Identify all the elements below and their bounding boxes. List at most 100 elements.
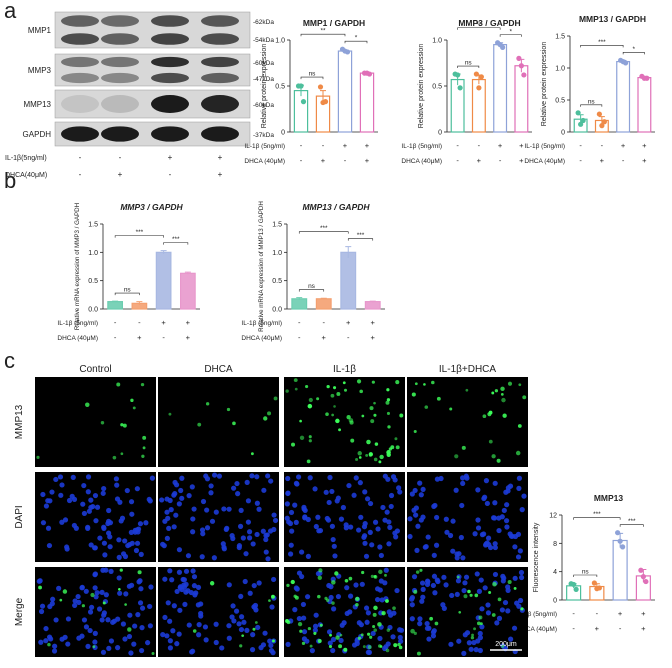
nucleus <box>362 540 368 546</box>
nucleus <box>105 617 111 623</box>
nucleus <box>460 480 466 487</box>
condition-sign: + <box>186 333 191 342</box>
nucleus <box>460 475 466 481</box>
nucleus <box>65 641 71 647</box>
nucleus <box>192 592 198 598</box>
nucleus <box>75 593 81 600</box>
blot-band <box>151 72 189 84</box>
green-signal <box>127 627 132 632</box>
green-signal <box>250 452 254 456</box>
nucleus <box>338 637 344 644</box>
significance-bracket <box>163 242 189 245</box>
nucleus <box>474 571 480 577</box>
green-signal <box>271 594 275 599</box>
nucleus <box>137 600 144 606</box>
nucleus <box>134 486 140 492</box>
nucleus <box>186 622 192 628</box>
nucleus <box>393 534 399 540</box>
nucleus <box>518 569 525 576</box>
nucleus <box>502 599 509 606</box>
nucleus <box>258 645 264 651</box>
condition-sign: - <box>579 156 582 165</box>
data-point <box>298 83 304 89</box>
green-signal <box>454 454 459 459</box>
data-point <box>580 117 586 124</box>
green-signal <box>263 416 268 421</box>
nucleus <box>245 498 252 504</box>
nucleus <box>362 489 368 495</box>
nucleus <box>492 541 498 547</box>
nucleus <box>147 498 153 504</box>
nucleus <box>202 624 209 630</box>
nucleus <box>173 482 180 488</box>
nucleus <box>375 526 381 532</box>
green-signal <box>141 454 145 458</box>
data-point <box>578 121 584 127</box>
green-signal <box>293 594 297 598</box>
nucleus <box>516 485 522 491</box>
green-signal <box>62 589 68 594</box>
nucleus <box>167 645 174 651</box>
nucleus <box>505 584 511 590</box>
data-point <box>455 72 461 78</box>
nucleus <box>515 531 522 537</box>
nucleus <box>461 650 467 656</box>
nucleus <box>127 612 133 618</box>
nucleus <box>398 638 404 644</box>
nucleus <box>361 524 368 530</box>
green-signal <box>334 571 339 576</box>
nucleus <box>454 551 460 557</box>
nucleus <box>103 592 109 598</box>
nucleus <box>353 582 359 588</box>
data-point <box>478 74 484 80</box>
significance-bracket <box>298 231 349 234</box>
nucleus <box>312 627 318 633</box>
green-signal <box>329 633 332 637</box>
nucleus <box>501 507 507 514</box>
nucleus <box>385 641 391 647</box>
green-signal <box>232 421 236 426</box>
significance-bracket <box>114 235 164 238</box>
nucleus <box>97 535 103 541</box>
nucleus <box>238 593 244 600</box>
nucleus <box>492 500 498 506</box>
nucleus <box>196 622 202 628</box>
nucleus <box>49 489 55 495</box>
condition-sign: + <box>642 156 647 165</box>
blot-band <box>201 33 239 45</box>
nucleus <box>135 612 141 618</box>
condition-sign: + <box>365 156 370 165</box>
nucleus <box>284 515 290 521</box>
green-signal <box>373 457 378 462</box>
blot-band <box>201 72 239 84</box>
condition-sign: - <box>579 141 582 150</box>
nucleus <box>230 603 236 609</box>
nucleus <box>254 500 260 506</box>
nucleus <box>269 604 275 610</box>
nucleus <box>356 527 362 533</box>
nucleus <box>129 511 135 517</box>
nucleus <box>100 490 106 496</box>
nucleus <box>43 638 49 644</box>
data-point <box>617 538 623 544</box>
green-signal <box>308 439 312 443</box>
condition-sign: - <box>344 156 347 165</box>
nucleus <box>145 640 151 646</box>
green-signal <box>342 381 346 385</box>
nucleus <box>162 614 168 621</box>
nucleus <box>216 473 223 479</box>
nucleus <box>108 638 115 644</box>
green-signal <box>386 388 390 392</box>
nucleus <box>251 582 257 589</box>
green-signal <box>463 594 468 599</box>
condition-sign: + <box>519 156 524 165</box>
condition-sign: - <box>162 333 165 342</box>
data-point <box>573 586 579 592</box>
green-signal <box>365 453 369 457</box>
nucleus <box>483 478 490 484</box>
nucleus <box>363 553 370 559</box>
green-signal <box>151 651 155 655</box>
condition-label: IL-1β (5ng/ml) <box>516 611 557 618</box>
green-signal <box>471 633 474 637</box>
nucleus <box>229 614 235 620</box>
